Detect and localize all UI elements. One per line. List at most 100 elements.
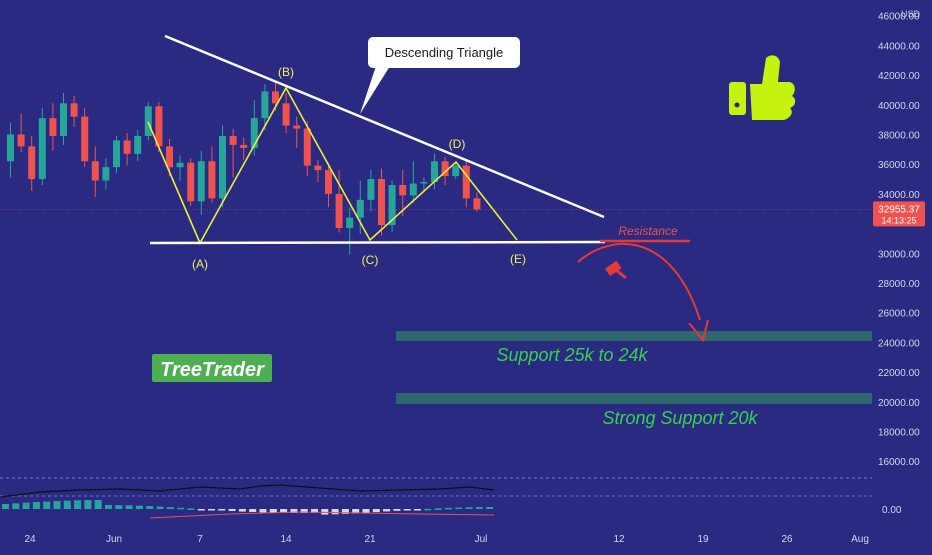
candle-body[interactable] xyxy=(102,167,110,181)
histogram-bar xyxy=(352,509,360,514)
candle-body[interactable] xyxy=(367,179,375,200)
candle-body[interactable] xyxy=(420,182,428,184)
projection-arrowhead xyxy=(688,319,709,343)
histogram-bar xyxy=(32,502,40,509)
histogram-bar xyxy=(321,509,329,515)
signal-line xyxy=(149,511,495,519)
candle-body[interactable] xyxy=(388,184,396,226)
histogram-bar xyxy=(486,507,494,509)
histogram-bar xyxy=(311,509,318,513)
support-zone-1[interactable] xyxy=(396,331,874,341)
histogram-bar xyxy=(94,500,102,509)
candle-body[interactable] xyxy=(378,179,385,226)
candle-body[interactable] xyxy=(272,91,279,104)
candle-body[interactable] xyxy=(17,134,25,147)
candle-body[interactable] xyxy=(113,140,120,168)
wave-path xyxy=(147,86,518,245)
price-tick-label: 22000.00 xyxy=(878,368,920,379)
histogram-bar xyxy=(208,509,215,511)
last-price-value: 32955.37 xyxy=(878,204,920,215)
candle-body[interactable] xyxy=(187,162,195,202)
candle-body[interactable] xyxy=(7,134,14,162)
candle-body[interactable] xyxy=(208,161,216,199)
candle-body[interactable] xyxy=(346,217,354,229)
candle-body[interactable] xyxy=(144,106,152,136)
candle-body[interactable] xyxy=(219,135,226,199)
support-zone-2[interactable] xyxy=(396,393,874,404)
resistance-label: Resistance xyxy=(618,224,678,238)
candle-body[interactable] xyxy=(303,128,311,166)
histogram-bar xyxy=(269,509,277,513)
price-tick-label: 34000.00 xyxy=(878,190,920,201)
candle-body[interactable] xyxy=(166,146,173,168)
indicator-line xyxy=(0,484,495,498)
brand-badge[interactable] xyxy=(152,354,272,382)
histogram-bar xyxy=(166,507,174,509)
candle-body[interactable] xyxy=(197,161,205,202)
wave-point-label: (A) xyxy=(192,257,208,271)
price-tick-label: 30000.00 xyxy=(878,249,920,260)
histogram-bar xyxy=(135,505,143,509)
candle-body[interactable] xyxy=(81,116,89,162)
descending-trendline[interactable] xyxy=(164,34,605,219)
candle-body[interactable] xyxy=(176,162,184,168)
candle-body[interactable] xyxy=(229,135,237,145)
candle-body[interactable] xyxy=(325,170,332,194)
histogram-bar xyxy=(12,503,20,509)
price-tick-label: 20000.00 xyxy=(878,398,920,409)
candle-body[interactable] xyxy=(70,103,78,117)
candle-body[interactable] xyxy=(473,198,481,210)
candle-body[interactable] xyxy=(314,165,322,171)
support-zone-1-label: Support 25k to 24k xyxy=(496,345,648,365)
candle-body[interactable] xyxy=(293,125,301,129)
candle-body[interactable] xyxy=(399,184,407,196)
candle-body[interactable] xyxy=(91,161,99,181)
candle-body[interactable] xyxy=(28,146,36,180)
indicator-histogram xyxy=(2,500,494,515)
candle-body[interactable] xyxy=(123,140,131,154)
price-tick-label: 46000.00 xyxy=(878,12,920,23)
pattern-callout[interactable] xyxy=(368,37,520,68)
histogram-bar xyxy=(280,509,288,513)
histogram-bar xyxy=(115,505,123,509)
histogram-bar xyxy=(444,507,452,510)
date-tick-label: 7 xyxy=(197,534,203,545)
candle-body[interactable] xyxy=(155,106,163,147)
candle-body[interactable] xyxy=(335,193,343,229)
candle-body[interactable] xyxy=(240,144,248,148)
thumbs-up-icon-dot xyxy=(734,102,740,108)
support-zone-2-label: Strong Support 20k xyxy=(602,408,758,428)
date-tick-label: 12 xyxy=(613,534,625,545)
date-tick-label: 24 xyxy=(24,534,36,545)
gavel-icon-handle xyxy=(615,268,627,280)
candle-body[interactable] xyxy=(431,161,438,183)
histogram-bar xyxy=(63,500,71,509)
histogram-bar xyxy=(218,509,226,511)
candle-body[interactable] xyxy=(38,118,46,180)
currency-label: USD xyxy=(901,9,921,19)
candle-body[interactable] xyxy=(261,91,269,119)
histogram-bar xyxy=(249,509,257,513)
candle-body[interactable] xyxy=(356,199,364,218)
candle-body[interactable] xyxy=(452,165,460,177)
histogram-bar xyxy=(341,509,349,514)
pattern-label: Descending Triangle xyxy=(385,45,504,60)
candle-body[interactable] xyxy=(409,183,417,196)
support-trendline[interactable] xyxy=(149,240,606,245)
histogram-bar xyxy=(146,506,154,509)
histogram-bar xyxy=(372,509,380,513)
histogram-bar xyxy=(125,505,133,509)
candle-body[interactable] xyxy=(282,103,290,126)
histogram-bar xyxy=(434,508,442,510)
candle-body[interactable] xyxy=(250,118,258,148)
candle-body[interactable] xyxy=(134,135,142,154)
wave-point-label: (D) xyxy=(449,137,466,151)
candle-body[interactable] xyxy=(462,165,470,199)
candle-body[interactable] xyxy=(49,118,57,136)
price-tick-label: 40000.00 xyxy=(878,101,920,112)
candle-body[interactable] xyxy=(441,161,449,177)
histogram-bar xyxy=(259,509,267,513)
candle-body[interactable] xyxy=(60,103,67,136)
